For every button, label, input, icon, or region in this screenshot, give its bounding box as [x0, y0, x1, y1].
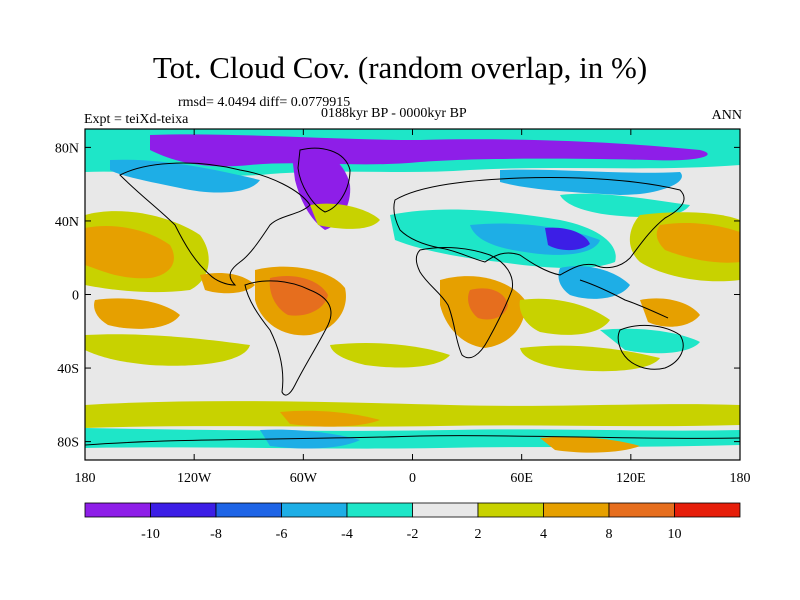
colorbar-swatch: [412, 502, 479, 518]
lat-tick-label: 40N: [55, 215, 79, 230]
south-indian-cyan: [600, 328, 700, 354]
southern-ocean-positive: [85, 401, 740, 428]
colorbar-label: -6: [276, 527, 288, 542]
east-pacific-orange: [656, 222, 740, 263]
africa-strong-positive: [468, 288, 508, 320]
lon-tick-label: 180: [75, 471, 96, 486]
atlantic-yellow: [310, 203, 380, 229]
coastlines: [85, 147, 740, 446]
lat-tick-label: 40S: [57, 362, 79, 377]
arctic-strong-negative: [150, 134, 708, 167]
australia-outline: [617, 325, 684, 370]
south-indian-yellow: [520, 345, 660, 372]
south-pacific-orange: [94, 298, 180, 329]
north-america-outline: [119, 162, 311, 286]
high-lat-cyan: [560, 193, 690, 218]
greenland-outline: [297, 147, 351, 213]
maritime-positive: [640, 298, 700, 327]
period-label: 0188kyr BP - 0000kyr BP: [321, 106, 467, 121]
indian-ocean-yellow: [519, 298, 610, 335]
siberia-blue-patch: [500, 169, 682, 195]
experiment-label: Expt = teiXd-teixa: [84, 112, 189, 127]
colorbar-label: -10: [141, 527, 160, 542]
south-pacific-yellow: [85, 334, 250, 366]
colorbar-swatch: [84, 502, 151, 518]
plot-title: Tot. Cloud Cov. (random overlap, in %): [152, 50, 648, 85]
colorbar-label: 8: [606, 527, 613, 542]
tibet-dark: [545, 227, 590, 251]
colorbar-label: -8: [210, 527, 222, 542]
arctic-blue-patch: [110, 159, 260, 193]
colorbar-swatch: [543, 502, 610, 518]
colorbar-swatch: [346, 502, 413, 518]
lat-tick-label: 80N: [55, 141, 79, 156]
colorbar-swatch: [281, 502, 348, 518]
colorbar-label: -4: [341, 527, 353, 542]
colorbar: -10 -8 -6 -4 -2 2 4 8 10: [84, 502, 741, 542]
amazon-strong-positive: [269, 275, 328, 316]
latitude-axis: 80N 40N 0 40S 80S: [55, 141, 740, 451]
southeast-asia-outline: [579, 279, 669, 319]
lon-tick-label: 60W: [290, 471, 318, 486]
lat-tick-label: 0: [72, 289, 79, 304]
africa-outline: [415, 247, 514, 359]
lon-tick-label: 120W: [177, 471, 212, 486]
anomaly-field: [85, 129, 740, 453]
lat-tick-label: 80S: [57, 436, 79, 451]
colorbar-swatch: [608, 502, 675, 518]
south-america-outline: [244, 280, 332, 396]
lon-tick-label: 120E: [616, 471, 646, 486]
colorbar-label: 10: [668, 527, 682, 542]
north-pacific-orange: [85, 225, 174, 279]
southern-ocean-orange: [280, 410, 380, 427]
colorbar-label: 2: [475, 527, 482, 542]
antarctic-blue: [260, 429, 360, 449]
season-label: ANN: [711, 108, 742, 123]
colorbar-swatch: [215, 502, 282, 518]
colorbar-swatch: [477, 502, 544, 518]
south-atlantic-yellow: [330, 343, 450, 368]
antarctic-orange: [540, 436, 640, 453]
rmsd-diff-stats: rmsd= 4.0494 diff= 0.0779915: [178, 95, 351, 110]
antarctica-outline: [85, 435, 740, 446]
lon-tick-label: 180: [730, 471, 751, 486]
colorbar-label: -2: [407, 527, 419, 542]
lon-tick-label: 0: [409, 471, 416, 486]
nw-pacific-blue: [558, 265, 630, 299]
colorbar-swatch: [674, 502, 741, 518]
lon-tick-label: 60E: [510, 471, 533, 486]
colorbar-label: 4: [540, 527, 547, 542]
colorbar-swatch: [150, 502, 217, 518]
longitude-axis: 180 120W 60W 0 60E 120E 180: [75, 129, 751, 486]
